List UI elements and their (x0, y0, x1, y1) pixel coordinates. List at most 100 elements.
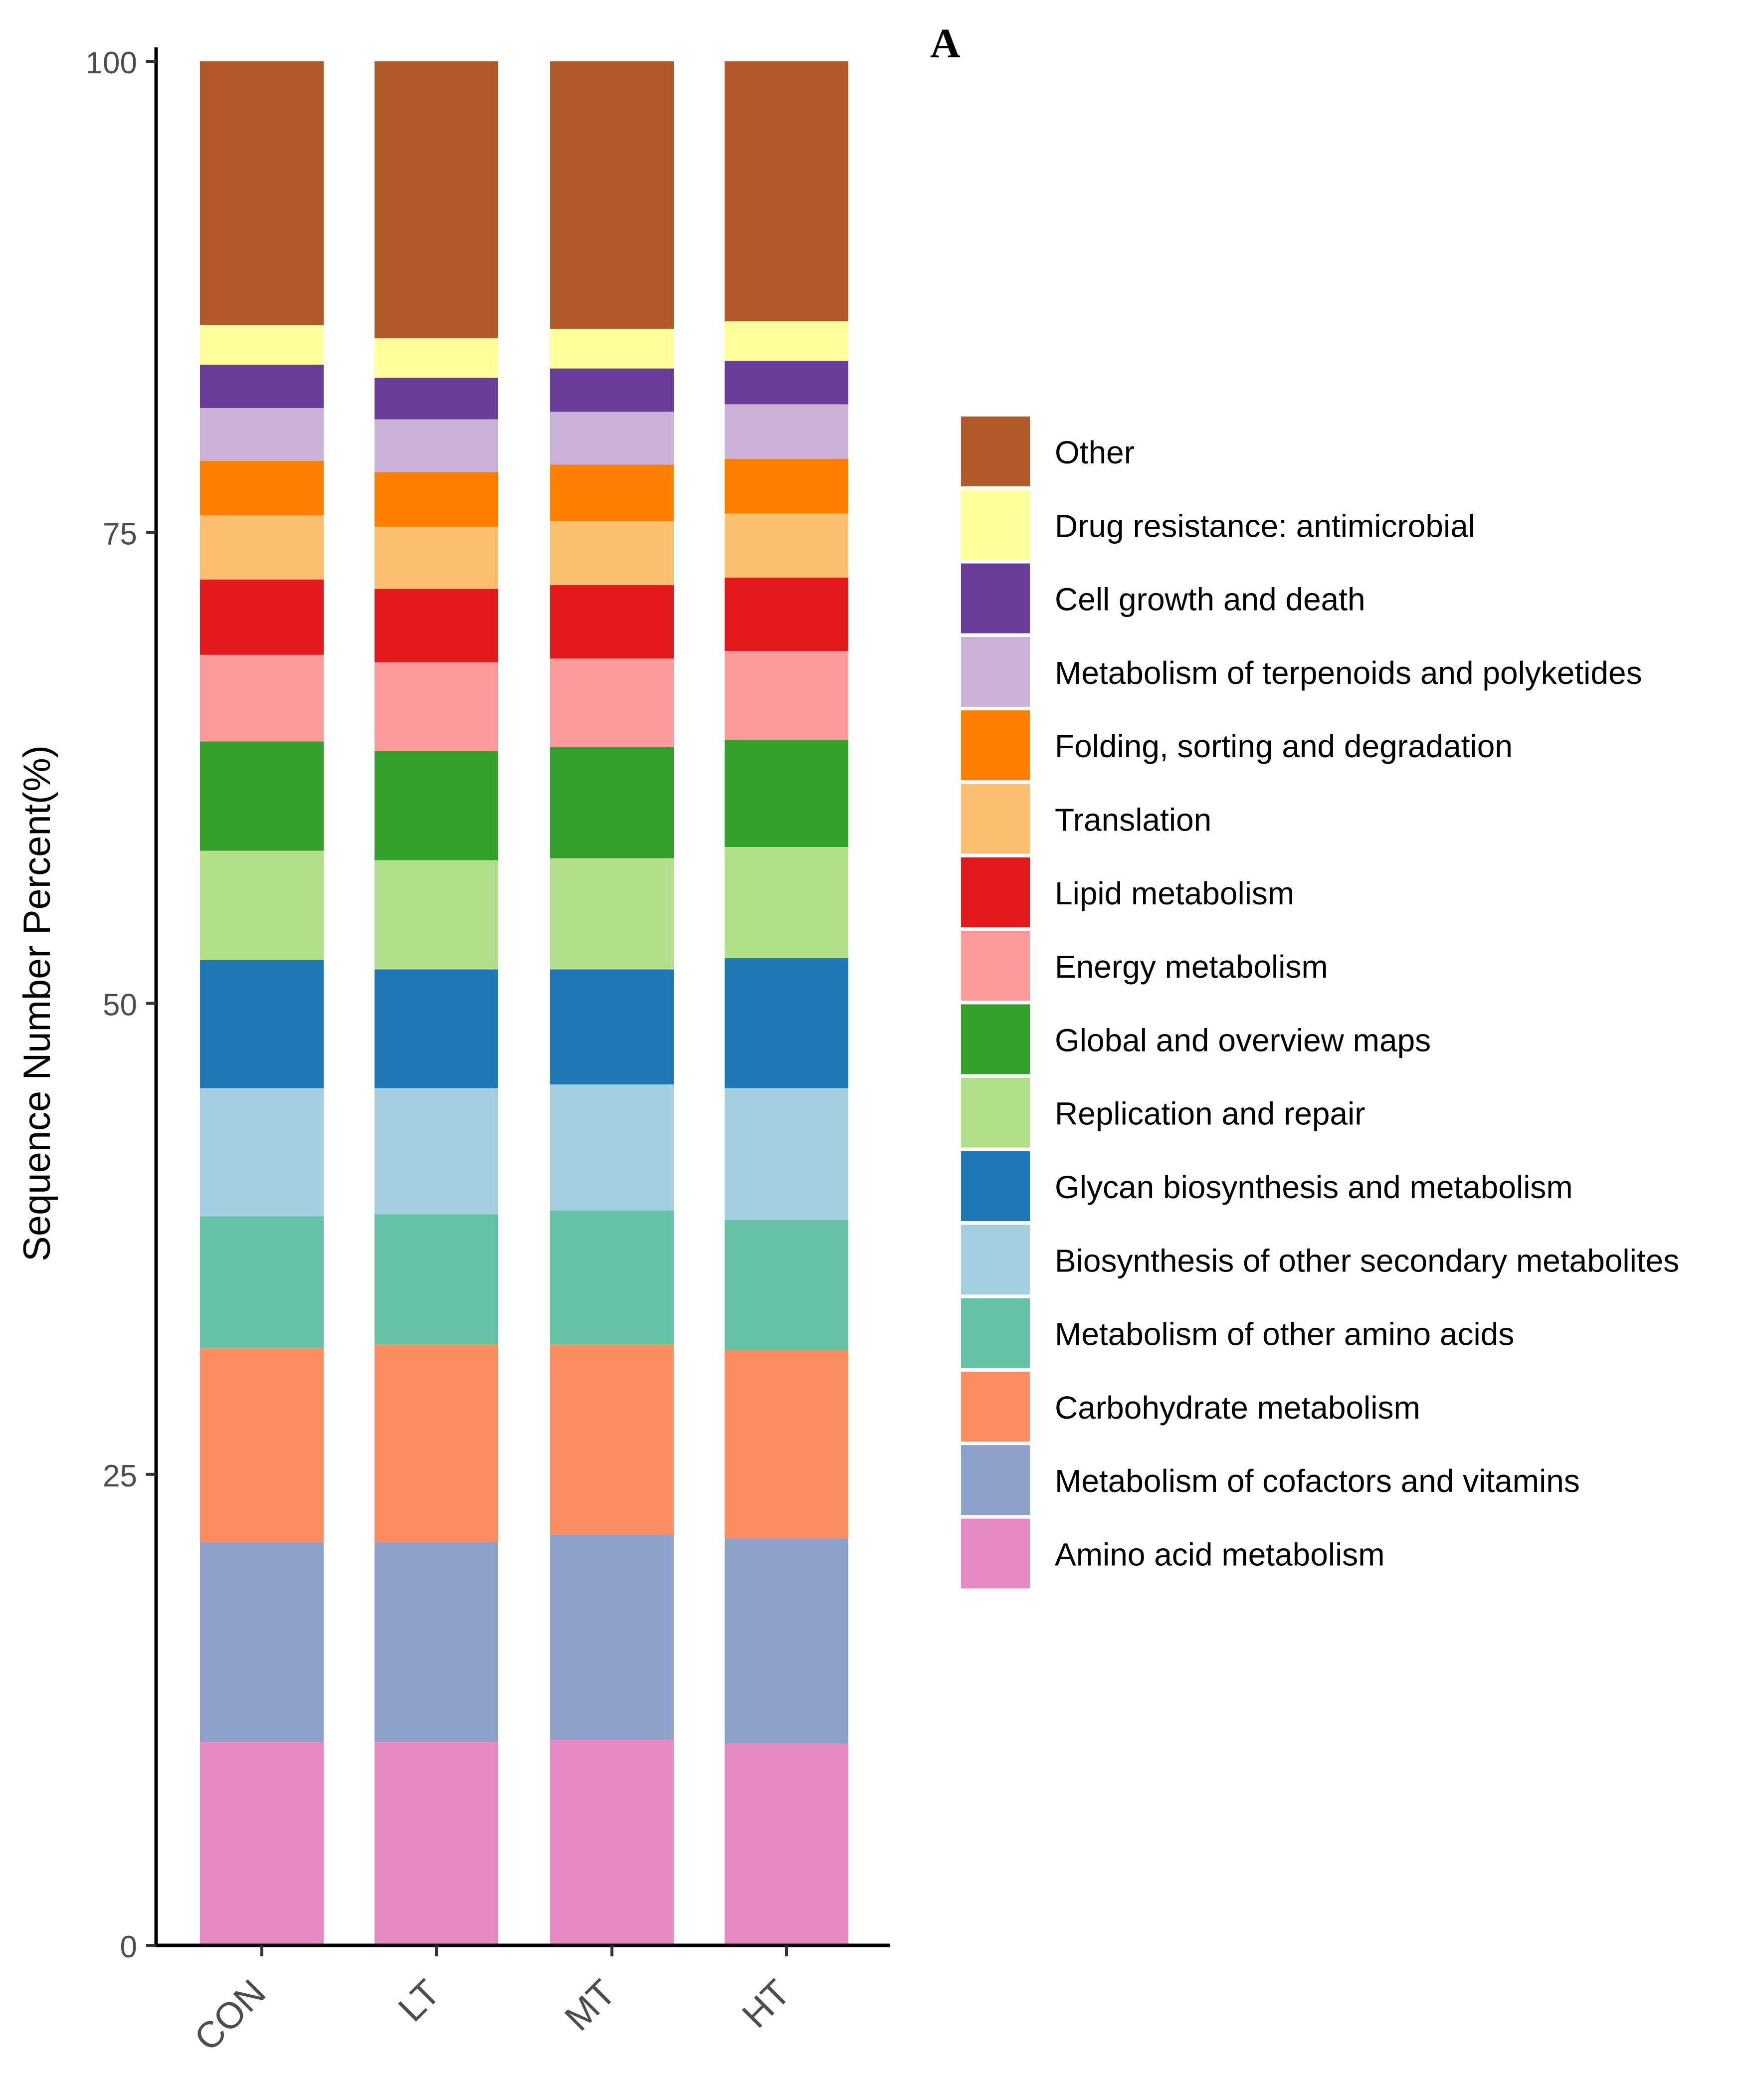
legend-swatch (961, 636, 1030, 707)
legend-item: Biosynthesis of other secondary metaboli… (961, 1225, 1679, 1295)
legend-item: Energy metabolism (961, 931, 1328, 1001)
bar-segment-lt-5 (375, 969, 498, 1088)
bar-segment-mt-14 (550, 329, 674, 369)
bar-segment-con-11 (200, 460, 324, 516)
legend-swatch (961, 784, 1030, 854)
legend-swatch (961, 1518, 1030, 1589)
legend-item: Global and overview maps (961, 1004, 1431, 1074)
legend-label: Energy metabolism (1055, 949, 1328, 985)
bar-segment-lt-14 (375, 338, 498, 378)
y-axis-title: Sequence Number Percent(%) (16, 745, 58, 1261)
legend-label: Metabolism of terpenoids and polyketides (1055, 655, 1642, 691)
bar-segment-mt-4 (550, 1084, 674, 1211)
legend-item: Metabolism of cofactors and vitamins (961, 1445, 1580, 1515)
legend-label: Replication and repair (1055, 1096, 1365, 1132)
bar-segment-mt-9 (550, 585, 674, 659)
bar-segment-con-4 (200, 1088, 324, 1217)
legend-label: Folding, sorting and degradation (1055, 728, 1513, 764)
legend-label: Cell growth and death (1055, 582, 1365, 618)
bar-segment-lt-4 (375, 1088, 498, 1215)
bar-segment-con-2 (200, 1348, 324, 1542)
legend-swatch (961, 1225, 1030, 1295)
bar-segment-mt-8 (550, 658, 674, 747)
legend-item: Lipid metabolism (961, 857, 1294, 927)
legend-label: Global and overview maps (1055, 1022, 1431, 1058)
bar-segment-lt-6 (375, 860, 498, 970)
legend-label: Other (1055, 434, 1135, 470)
bar-segment-mt-1 (550, 1534, 674, 1740)
legend-swatch (961, 417, 1030, 486)
bar-segment-mt-3 (550, 1210, 674, 1345)
legend-swatch (961, 1151, 1030, 1221)
legend-item: Translation (961, 784, 1211, 854)
bar-segment-ht-13 (725, 361, 848, 405)
legend-swatch (961, 1445, 1030, 1515)
bar-segment-con-8 (200, 654, 324, 742)
bar-segment-mt-12 (550, 412, 674, 465)
bar-segment-ht-7 (725, 739, 848, 847)
legend-label: Drug resistance: antimicrobial (1055, 508, 1475, 544)
legend-item: Drug resistance: antimicrobial (961, 490, 1475, 560)
bar-segment-mt-7 (550, 747, 674, 858)
bar-segment-ht-3 (725, 1220, 848, 1350)
bars-layer (200, 61, 848, 1945)
legend-swatch (961, 1004, 1030, 1074)
legend-swatch (961, 1371, 1030, 1442)
y-tick-label-75: 75 (103, 517, 137, 551)
bar-segment-con-0 (200, 1742, 324, 1945)
bar-segment-ht-14 (725, 321, 848, 361)
bar-segment-ht-4 (725, 1088, 848, 1220)
bar-segment-ht-15 (725, 61, 848, 322)
bar-segment-lt-0 (375, 1742, 498, 1945)
legend: Other Drug resistance: antimicrobial Cell … (961, 417, 1679, 1589)
legend-item: Other (961, 417, 1135, 486)
bar-segment-con-15 (200, 61, 324, 325)
bar-segment-mt-5 (550, 969, 674, 1084)
bar-segment-ht-11 (725, 458, 848, 514)
bar-segment-ht-5 (725, 958, 848, 1088)
legend-item: Cell growth and death (961, 563, 1365, 633)
bar-segment-ht-10 (725, 513, 848, 578)
bar-segment-ht-2 (725, 1350, 848, 1539)
legend-item: Replication and repair (961, 1077, 1365, 1148)
y-tick-label-25: 25 (103, 1459, 137, 1493)
legend-label: Lipid metabolism (1055, 875, 1294, 911)
bar-segment-con-13 (200, 365, 324, 408)
bar-stack-con (200, 61, 324, 1945)
bar-segment-con-9 (200, 579, 324, 655)
bar-segment-con-3 (200, 1216, 324, 1348)
bar-segment-con-14 (200, 325, 324, 365)
bar-segment-con-10 (200, 515, 324, 580)
bar-segment-con-1 (200, 1542, 324, 1742)
legend-swatch (961, 1077, 1030, 1148)
legend-swatch (961, 563, 1030, 633)
bar-segment-lt-8 (375, 662, 498, 751)
bar-segment-mt-2 (550, 1344, 674, 1535)
bar-segment-lt-11 (375, 472, 498, 527)
bar-segment-lt-1 (375, 1542, 498, 1742)
bar-segment-lt-2 (375, 1344, 498, 1542)
legend-label: Biosynthesis of other secondary metaboli… (1055, 1243, 1679, 1278)
bar-segment-lt-12 (375, 419, 498, 472)
bar-segment-con-5 (200, 960, 324, 1088)
legend-item: Carbohydrate metabolism (961, 1371, 1420, 1442)
bar-segment-ht-9 (725, 577, 848, 651)
legend-swatch (961, 1298, 1030, 1368)
x-tick-label-mt: MT (557, 1972, 623, 2039)
bar-segment-mt-6 (550, 858, 674, 970)
bar-segment-mt-13 (550, 368, 674, 412)
bar-stack-mt (550, 61, 674, 1945)
legend-label: Metabolism of cofactors and vitamins (1055, 1463, 1580, 1499)
legend-label: Metabolism of other amino acids (1055, 1316, 1514, 1352)
bar-segment-ht-6 (725, 847, 848, 958)
legend-label: Translation (1055, 802, 1211, 838)
bar-segment-lt-7 (375, 751, 498, 860)
bar-segment-lt-10 (375, 526, 498, 589)
legend-swatch (961, 931, 1030, 1001)
legend-swatch (961, 710, 1030, 781)
bar-segment-ht-1 (725, 1538, 848, 1744)
y-tick-label-0: 0 (120, 1930, 137, 1964)
bar-segment-ht-8 (725, 651, 848, 740)
